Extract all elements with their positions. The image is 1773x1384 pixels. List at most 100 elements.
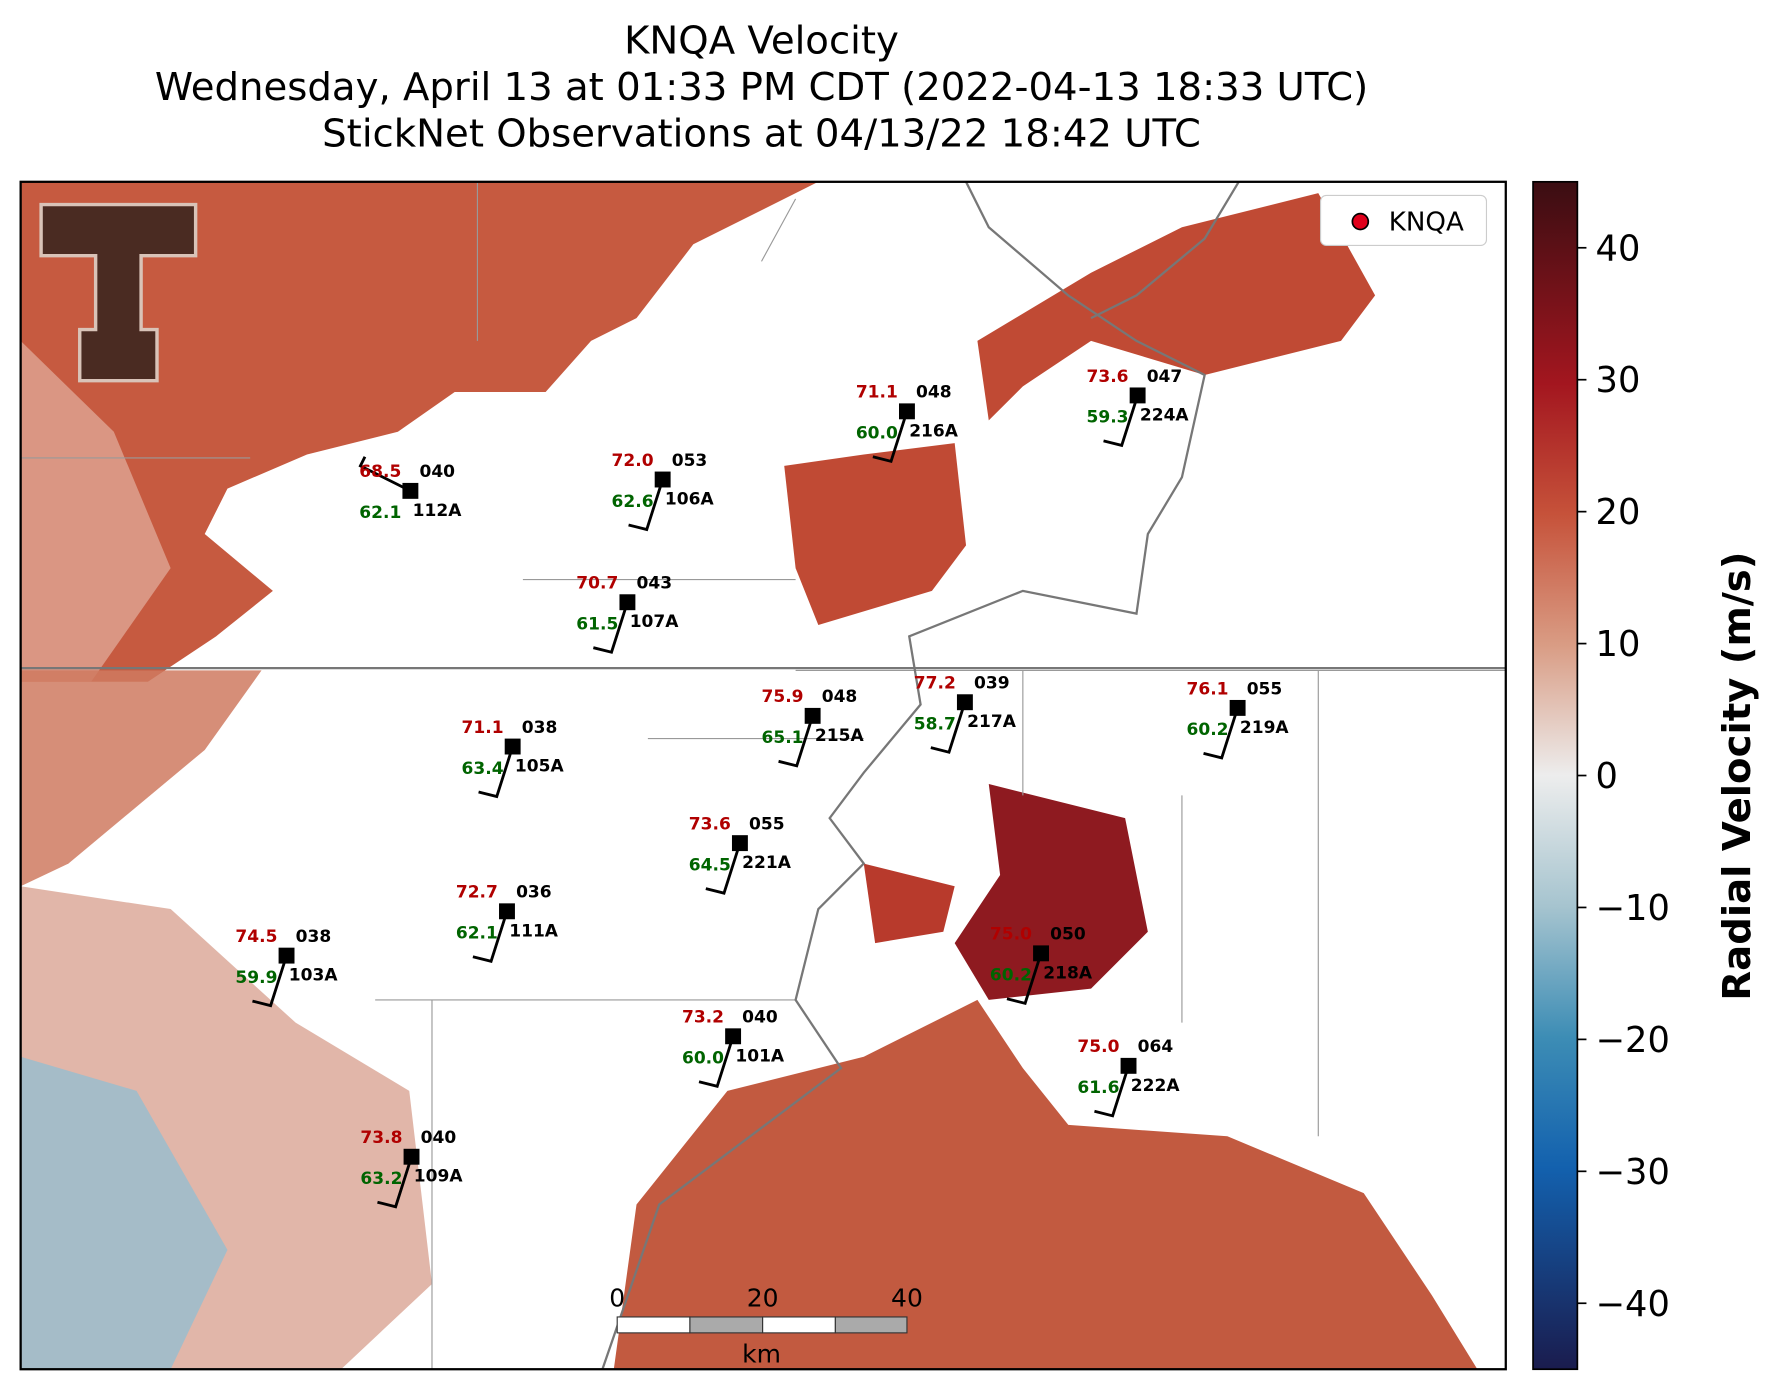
station: 75.0 064 61.6 222A bbox=[1077, 1037, 1180, 1118]
colorbar-label: Radial Velocity (m/s) bbox=[1715, 552, 1760, 1001]
pressure: 043 bbox=[637, 574, 673, 594]
station: 72.7 036 62.1 111A bbox=[456, 883, 559, 964]
temperature: 70.7 bbox=[576, 574, 618, 594]
wind-barb bbox=[358, 456, 412, 493]
scale-label: 20 bbox=[747, 1284, 779, 1313]
colorbar-ticks: 40 30 20 10 0 −10 −20 −30 −40 bbox=[1577, 228, 1670, 1325]
colorbar-tick-label: −10 bbox=[1596, 888, 1670, 929]
dewpoint: 61.6 bbox=[1077, 1078, 1119, 1098]
station: 75.9 048 65.1 215A bbox=[762, 687, 864, 768]
map-frame bbox=[19, 180, 1507, 1371]
station: 72.0 053 62.6 106A bbox=[612, 451, 715, 532]
legend: KNQA bbox=[1319, 194, 1488, 247]
scale-label: 0 bbox=[609, 1284, 625, 1313]
radar-echo bbox=[954, 784, 1148, 1000]
station-id: 106A bbox=[665, 490, 715, 510]
colorbar-tick-label: 10 bbox=[1596, 624, 1641, 665]
station: 73.8 040 63.2 109A bbox=[360, 1128, 463, 1209]
dewpoint: 64.5 bbox=[689, 855, 731, 875]
wind-barb bbox=[1103, 394, 1139, 448]
station-id: 112A bbox=[413, 501, 463, 521]
station-id: 103A bbox=[289, 966, 339, 986]
dewpoint: 60.0 bbox=[682, 1049, 724, 1069]
station: 75.0 050 60.2 218A bbox=[990, 925, 1093, 1006]
pressure: 038 bbox=[522, 718, 558, 738]
dewpoint: 60.2 bbox=[1186, 720, 1228, 740]
radar-echo bbox=[784, 443, 967, 625]
legend-marker bbox=[1351, 212, 1370, 231]
dewpoint: 61.5 bbox=[576, 615, 618, 635]
title: Wednesday, April 13 at 01:33 PM CDT (202… bbox=[155, 65, 1368, 110]
station: 70.7 043 61.5 107A bbox=[576, 574, 680, 654]
station-marker bbox=[1120, 1057, 1137, 1074]
county-lines bbox=[20, 181, 1506, 1370]
dewpoint: 62.6 bbox=[612, 492, 654, 512]
station: 74.5 038 59.9 103A bbox=[235, 927, 339, 1008]
station-marker bbox=[402, 482, 419, 499]
station-id: 219A bbox=[1240, 718, 1290, 738]
dewpoint: 60.2 bbox=[990, 966, 1032, 986]
dewpoint: 62.1 bbox=[359, 503, 401, 523]
station-id: 107A bbox=[630, 612, 680, 632]
wind-barb bbox=[472, 910, 509, 964]
station: 76.1 055 60.2 219A bbox=[1186, 679, 1290, 760]
radar-echo bbox=[20, 340, 171, 682]
station-marker bbox=[499, 903, 515, 920]
station-marker bbox=[1229, 699, 1246, 716]
wind-barb bbox=[592, 601, 629, 654]
station-marker bbox=[725, 1028, 742, 1045]
wind-barb bbox=[705, 842, 742, 895]
colorbar-tick-label: 0 bbox=[1596, 756, 1618, 797]
dewpoint: 60.0 bbox=[856, 424, 898, 444]
radar-echo bbox=[20, 670, 262, 887]
temperature: 75.0 bbox=[1077, 1037, 1119, 1057]
station: 73.6 047 59.3 224A bbox=[1086, 367, 1189, 448]
pressure: 048 bbox=[916, 383, 952, 403]
radar-field bbox=[20, 181, 1478, 1370]
dewpoint: 59.9 bbox=[235, 968, 277, 988]
pressure: 040 bbox=[421, 1128, 457, 1148]
station-marker bbox=[1129, 387, 1146, 404]
dewpoint: 59.3 bbox=[1086, 408, 1128, 428]
temperature: 74.5 bbox=[235, 927, 277, 947]
pressure: 053 bbox=[672, 451, 708, 471]
station-id: 111A bbox=[509, 921, 559, 941]
pressure: 039 bbox=[974, 674, 1010, 694]
colorbar-tick-label: −40 bbox=[1596, 1284, 1670, 1325]
title: StickNet Observations at 04/13/22 18:42 … bbox=[322, 112, 1201, 157]
scale-label: 40 bbox=[891, 1284, 923, 1313]
station-marker bbox=[898, 403, 915, 420]
temperature: 73.8 bbox=[360, 1128, 402, 1148]
pressure: 040 bbox=[742, 1008, 778, 1028]
temperature: 68.5 bbox=[359, 462, 401, 482]
dewpoint: 65.1 bbox=[762, 728, 804, 748]
scale-unit: km bbox=[742, 1339, 781, 1368]
station-marker bbox=[654, 471, 671, 488]
wind-barb bbox=[252, 955, 288, 1008]
pressure: 048 bbox=[822, 687, 858, 707]
temperature: 76.1 bbox=[1186, 679, 1228, 699]
wind-barb bbox=[872, 410, 909, 464]
wind-barb bbox=[778, 715, 814, 768]
state-lines bbox=[20, 181, 1506, 1370]
colorbar-tick-label: 20 bbox=[1596, 492, 1641, 533]
station-marker bbox=[956, 694, 973, 711]
wind-barb bbox=[698, 1035, 735, 1088]
temperature: 71.1 bbox=[462, 718, 504, 738]
stations: 68.5 040 62.1 112A 72.0 053 62.6 106A 71.1 048 60.… bbox=[235, 367, 1290, 1209]
station-marker bbox=[731, 835, 748, 852]
station-id: 217A bbox=[967, 712, 1017, 732]
wind-barb bbox=[1203, 707, 1239, 760]
station-id: 218A bbox=[1043, 963, 1093, 983]
pressure: 055 bbox=[1247, 679, 1283, 699]
colorbar-tick-label: 30 bbox=[1596, 360, 1641, 401]
dewpoint: 58.7 bbox=[914, 714, 956, 734]
scale-bar: 0 20 40 km bbox=[609, 1284, 923, 1369]
wind-barb bbox=[478, 746, 515, 799]
station-marker bbox=[804, 707, 821, 724]
pressure: 038 bbox=[296, 927, 332, 947]
colorbar-tick-label: 40 bbox=[1596, 228, 1641, 269]
temperature: 73.6 bbox=[689, 814, 731, 834]
